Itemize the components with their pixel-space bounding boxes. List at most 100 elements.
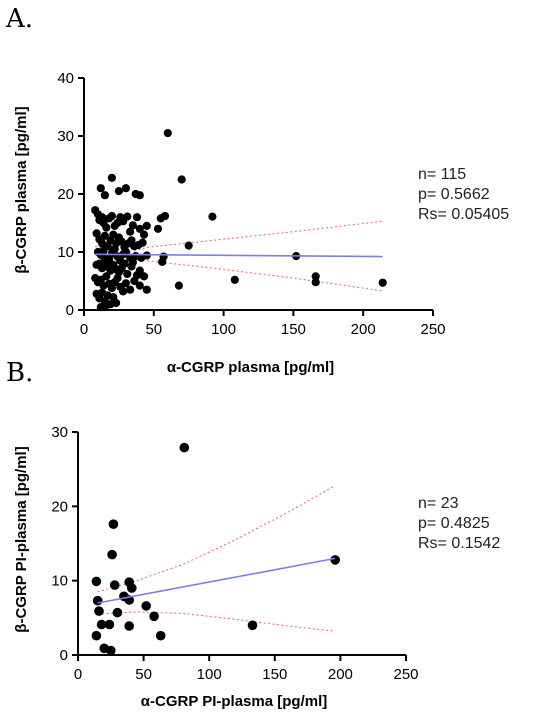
data-point — [135, 266, 144, 275]
data-point — [127, 262, 136, 271]
y-tick-label: 40 — [57, 70, 74, 87]
x-tick-label: 50 — [135, 666, 152, 683]
regression-line — [97, 557, 336, 604]
data-point — [184, 241, 193, 250]
x-tick-label: 100 — [197, 666, 222, 683]
stat-rs-b: Rs= 0.1542 — [418, 535, 501, 552]
stat-rs-a: Rs= 0.05405 — [418, 206, 510, 223]
data-point — [311, 272, 320, 281]
data-point — [91, 630, 102, 641]
data-point — [130, 276, 139, 286]
scatter-plot-b: 0 50 100 150 200 250 0 10 20 30 α-CGRP PI-plasma [… — [13, 424, 419, 710]
x-tick-label: 250 — [393, 666, 418, 683]
data-point — [128, 221, 137, 230]
y-tick-label: 20 — [57, 186, 74, 203]
data-point — [96, 184, 105, 193]
data-point — [107, 211, 116, 221]
data-point — [106, 645, 116, 656]
data-point — [127, 583, 137, 593]
y-tick-label: 10 — [51, 573, 68, 590]
data-point — [126, 227, 135, 236]
y-axis-title: β-CGRP plasma [pg/ml] — [13, 106, 30, 273]
ci-band-lower — [95, 245, 383, 292]
regression-line — [95, 253, 383, 258]
data-point — [114, 187, 123, 196]
data-point — [109, 580, 120, 590]
data-point — [160, 211, 170, 221]
stats-block-b: n= 23 p= 0.4825 Rs= 0.1542 — [418, 494, 500, 554]
x-tick-label: 200 — [328, 666, 353, 683]
ci-band-upper — [97, 485, 336, 593]
data-point — [138, 238, 147, 247]
data-point — [99, 246, 108, 255]
data-point — [112, 298, 121, 308]
data-point — [142, 285, 151, 294]
stats-block-a: n= 115 p= 0.5662 Rs= 0.05405 — [418, 165, 509, 225]
data-point — [330, 555, 341, 565]
data-point — [119, 287, 128, 296]
panel-label-a: A. — [6, 4, 34, 34]
data-point — [96, 619, 107, 630]
data-point — [102, 301, 111, 310]
scatter-plot-a: 0 50 100 150 200 250 0 10 20 30 40 α-CGRP plasma [p… — [13, 70, 446, 376]
data-point — [208, 212, 217, 221]
y-tick-label: 0 — [60, 647, 68, 664]
data-point — [120, 259, 129, 268]
y-tick-label: 30 — [51, 424, 68, 441]
data-point — [113, 274, 122, 283]
data-point — [247, 620, 258, 631]
data-point — [107, 549, 117, 560]
data-point — [100, 191, 109, 200]
panel-label-b: B. — [6, 358, 34, 388]
data-point — [123, 269, 132, 279]
x-tick-label: 150 — [262, 666, 287, 683]
data-point — [141, 601, 151, 611]
data-point — [163, 129, 172, 138]
y-tick-label: 0 — [66, 302, 74, 319]
x-tick-label: 0 — [80, 321, 88, 338]
data-point — [139, 230, 149, 239]
data-point — [153, 224, 163, 233]
data-point — [121, 279, 130, 288]
data-point — [100, 231, 109, 240]
data-point — [108, 519, 119, 529]
data-point — [378, 278, 387, 287]
data-point — [177, 175, 186, 184]
data-point — [132, 213, 142, 222]
data-point — [102, 223, 111, 232]
data-point — [124, 621, 134, 631]
data-point — [92, 595, 103, 606]
data-point — [135, 191, 144, 200]
data-point — [123, 212, 132, 221]
y-tick-label: 10 — [57, 244, 74, 261]
x-tick-label: 150 — [281, 321, 306, 338]
data-point — [104, 619, 115, 630]
data-point — [126, 285, 135, 294]
stat-p-b: p= 0.4825 — [418, 515, 490, 532]
x-axis-title: α-CGRP plasma [pg/ml] — [167, 359, 334, 376]
data-point — [91, 576, 102, 587]
x-tick-label: 200 — [351, 321, 376, 338]
x-axis-title: α-CGRP PI-plasma [pg/ml] — [141, 693, 327, 710]
y-tick-label: 30 — [57, 128, 74, 145]
data-point — [174, 281, 183, 290]
x-tick-label: 50 — [145, 321, 162, 338]
ci-band-upper — [95, 220, 383, 263]
data-point — [110, 245, 119, 254]
data-point — [311, 278, 320, 287]
data-point — [158, 257, 167, 266]
x-tick-label: 0 — [74, 666, 82, 683]
data-point — [230, 275, 239, 284]
data-point — [94, 606, 104, 616]
stat-n-b: n= 23 — [418, 495, 459, 512]
ci-band-lower — [97, 611, 336, 632]
data-point — [135, 281, 144, 290]
data-point — [107, 173, 116, 182]
data-point — [142, 221, 151, 230]
y-axis-title: β-CGRP PI-plasma [pg/ml] — [13, 446, 30, 632]
data-point — [121, 184, 130, 193]
data-point — [102, 272, 111, 281]
data-point — [112, 607, 123, 618]
data-point — [135, 224, 144, 233]
